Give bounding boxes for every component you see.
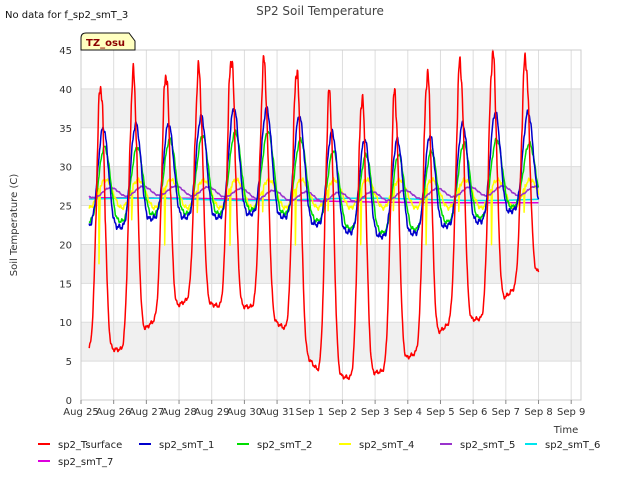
- tz-badge-label: TZ_osu: [86, 38, 125, 49]
- x-tick-label: Aug 29: [194, 407, 229, 418]
- x-tick-label: Sep 2: [328, 407, 356, 418]
- x-tick-label: Aug 30: [227, 407, 262, 418]
- y-tick-label: 35: [59, 124, 72, 135]
- x-tick-label: Aug 25: [63, 407, 98, 418]
- y-tick-label: 0: [66, 396, 72, 407]
- x-tick-label: Aug 31: [259, 407, 294, 418]
- legend: sp2_Tsurface sp2_smT_1 sp2_smT_2 sp2_smT_4 s…: [38, 440, 600, 468]
- series-line-sp2-Tsurface: [88, 49, 540, 381]
- x-tick-label: Sep 3: [361, 407, 389, 418]
- x-tick-label: Sep 9: [557, 407, 585, 418]
- plot-frame: [80, 49, 582, 401]
- no-data-note: No data for f_sp2_smT_3: [5, 10, 128, 21]
- x-axis-label: Time: [553, 425, 578, 436]
- x-tick-label: Sep 7: [492, 407, 520, 418]
- y-axis-ticks: 0 5 10 15 20 25 30 35 40 45: [59, 46, 72, 407]
- x-tick-label: Sep 6: [459, 407, 487, 418]
- y-tick-label: 45: [59, 46, 72, 57]
- legend-label-sp2-smT-2: sp2_smT_2: [257, 440, 312, 451]
- y-tick-label: 10: [59, 318, 72, 329]
- y-tick-label: 30: [59, 163, 72, 174]
- legend-label-sp2-smT-4: sp2_smT_4: [359, 440, 414, 451]
- y-axis-label: Soil Temperature (C): [9, 174, 20, 277]
- legend-label-sp2-smT-5: sp2_smT_5: [460, 440, 515, 451]
- x-tick-label: Sep 5: [426, 407, 454, 418]
- series-line-sp2-smT-4: [88, 176, 540, 265]
- x-tick-label: Sep 1: [296, 407, 324, 418]
- legend-label-sp2-smT-1: sp2_smT_1: [159, 440, 214, 451]
- x-tick-label: Aug 27: [129, 407, 164, 418]
- legend-label-sp2-Tsurface: sp2_Tsurface: [58, 440, 122, 451]
- x-tick-label: Sep 8: [524, 407, 552, 418]
- y-tick-label: 25: [59, 202, 72, 213]
- grid-band: [81, 322, 581, 362]
- chart-title: SP2 Soil Temperature: [256, 4, 384, 18]
- tz-badge-shape: [80, 32, 136, 51]
- legend-label-sp2-smT-7: sp2_smT_7: [58, 457, 113, 468]
- y-tick-label: 15: [59, 279, 72, 290]
- x-tick-label: Aug 28: [161, 407, 196, 418]
- series-line-sp2-smT-5: [88, 184, 539, 203]
- y-tick-label: 40: [59, 85, 72, 96]
- series-layer: [88, 49, 540, 381]
- x-tick-label: Sep 4: [394, 407, 422, 418]
- x-tick-label: Aug 26: [96, 407, 131, 418]
- grid-band: [81, 244, 581, 284]
- tz-badge: TZ_osu: [80, 32, 136, 51]
- y-tick-label: 20: [59, 240, 72, 251]
- y-tick-label: 5: [66, 357, 72, 368]
- legend-label-sp2-smT-6: sp2_smT_6: [545, 440, 600, 451]
